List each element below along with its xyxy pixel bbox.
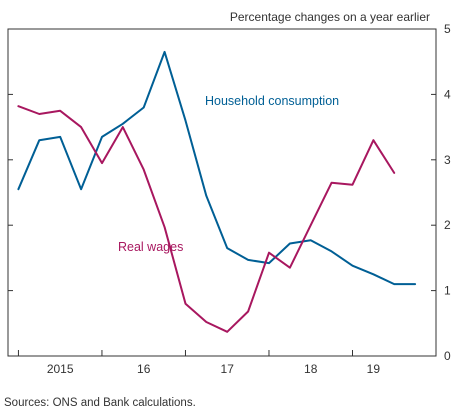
y-tick-label-5: 5	[444, 22, 451, 36]
y-tick-label-2: 2	[444, 218, 451, 232]
series-label-real-wages: Real wages	[118, 240, 183, 254]
series-line-real-wages	[17, 105, 396, 333]
x-tick-label-0: 2015	[47, 362, 74, 376]
series-layer	[17, 50, 417, 333]
source-note: Sources: ONS and Bank calculations.	[4, 397, 196, 409]
plot-frame	[7, 28, 437, 357]
y-tick-label-4: 4	[444, 87, 451, 101]
x-tick-label-3: 18	[304, 362, 318, 376]
y-tick-label-3: 3	[444, 153, 451, 167]
y-axis: 0 1 2 3 4 5	[8, 22, 451, 363]
y-tick-label-0: 0	[444, 349, 451, 363]
units-label: Percentage changes on a year earlier	[230, 10, 430, 24]
x-tick-label-4: 19	[367, 362, 381, 376]
x-tick-label-1: 16	[137, 362, 151, 376]
x-axis: 2015 16 17 18 19	[17, 350, 381, 376]
x-tick-label-2: 17	[221, 362, 235, 376]
y-tick-label-1: 1	[444, 284, 451, 298]
series-line-household-consumption	[17, 50, 417, 286]
series-label-household-consumption: Household consumption	[205, 94, 339, 108]
